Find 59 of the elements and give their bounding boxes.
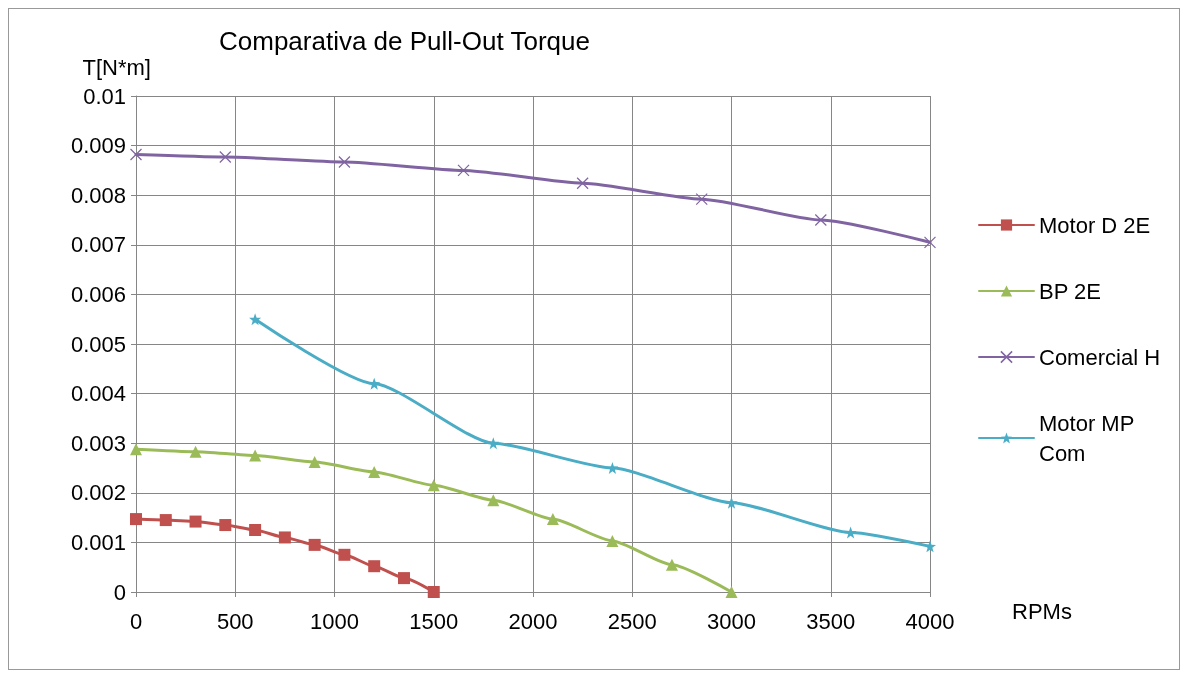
x-tick-label: 3500 [806, 608, 856, 634]
point [368, 465, 381, 478]
point [130, 513, 142, 526]
x-tick-label: 500 [216, 608, 254, 634]
point [923, 236, 937, 249]
point [308, 538, 321, 551]
point [695, 193, 708, 206]
point [249, 524, 262, 536]
chart-title: Comparativa de Pull-Out Torque [219, 26, 590, 56]
point [427, 479, 440, 492]
point [130, 443, 142, 456]
x-axis-title: RPMs [1012, 598, 1072, 624]
point [338, 155, 351, 169]
y-tick-label: 0.005 [70, 331, 126, 357]
y-tick-label: 0.002 [70, 480, 126, 506]
point [219, 519, 232, 532]
legend-label: Motor MP Com [1039, 410, 1141, 466]
y-tick-label: 0.007 [70, 232, 126, 258]
x-tick-label: 2500 [607, 608, 657, 634]
point [606, 534, 619, 547]
x-tick-label: 4000 [905, 608, 955, 634]
point [725, 586, 738, 598]
point [159, 514, 172, 527]
legend-label: Comercial H [1039, 344, 1161, 370]
point [606, 462, 619, 474]
point [576, 177, 589, 190]
point [249, 313, 262, 326]
point [249, 449, 262, 462]
y-axis-title: T[N*m] [82, 54, 151, 80]
point [546, 513, 559, 526]
point [427, 586, 440, 598]
y-tick-label: 0.008 [70, 182, 126, 208]
x-tick-label: 2000 [508, 608, 558, 634]
y-tick-label: 0.006 [70, 281, 126, 307]
point [457, 164, 470, 177]
x-tick-label: 0 [129, 608, 143, 634]
point [665, 558, 678, 571]
y-tick-label: 0.001 [70, 529, 126, 555]
point [397, 572, 410, 585]
x-tick-label: 1500 [409, 608, 459, 634]
point [278, 531, 291, 544]
legend-label: BP 2E [1039, 278, 1101, 304]
point [368, 560, 381, 573]
point [129, 148, 143, 161]
point [308, 456, 321, 469]
y-tick-label: 0.003 [70, 430, 126, 456]
point [189, 445, 202, 458]
x-tick-label: 3000 [707, 608, 756, 634]
y-tick-label: 0 [113, 579, 126, 605]
point [814, 213, 827, 227]
x-tick-label: 1000 [310, 608, 359, 634]
point [487, 494, 500, 507]
point [338, 548, 351, 561]
y-tick-label: 0.01 [83, 83, 126, 109]
point [219, 150, 232, 164]
point [189, 515, 202, 528]
y-tick-label: 0.004 [70, 381, 126, 407]
y-tick-label: 0.009 [70, 133, 126, 159]
legend-label: Motor D 2E [1039, 212, 1151, 238]
